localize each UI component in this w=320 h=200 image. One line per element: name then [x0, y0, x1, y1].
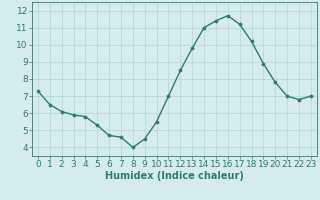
X-axis label: Humidex (Indice chaleur): Humidex (Indice chaleur) [105, 171, 244, 181]
